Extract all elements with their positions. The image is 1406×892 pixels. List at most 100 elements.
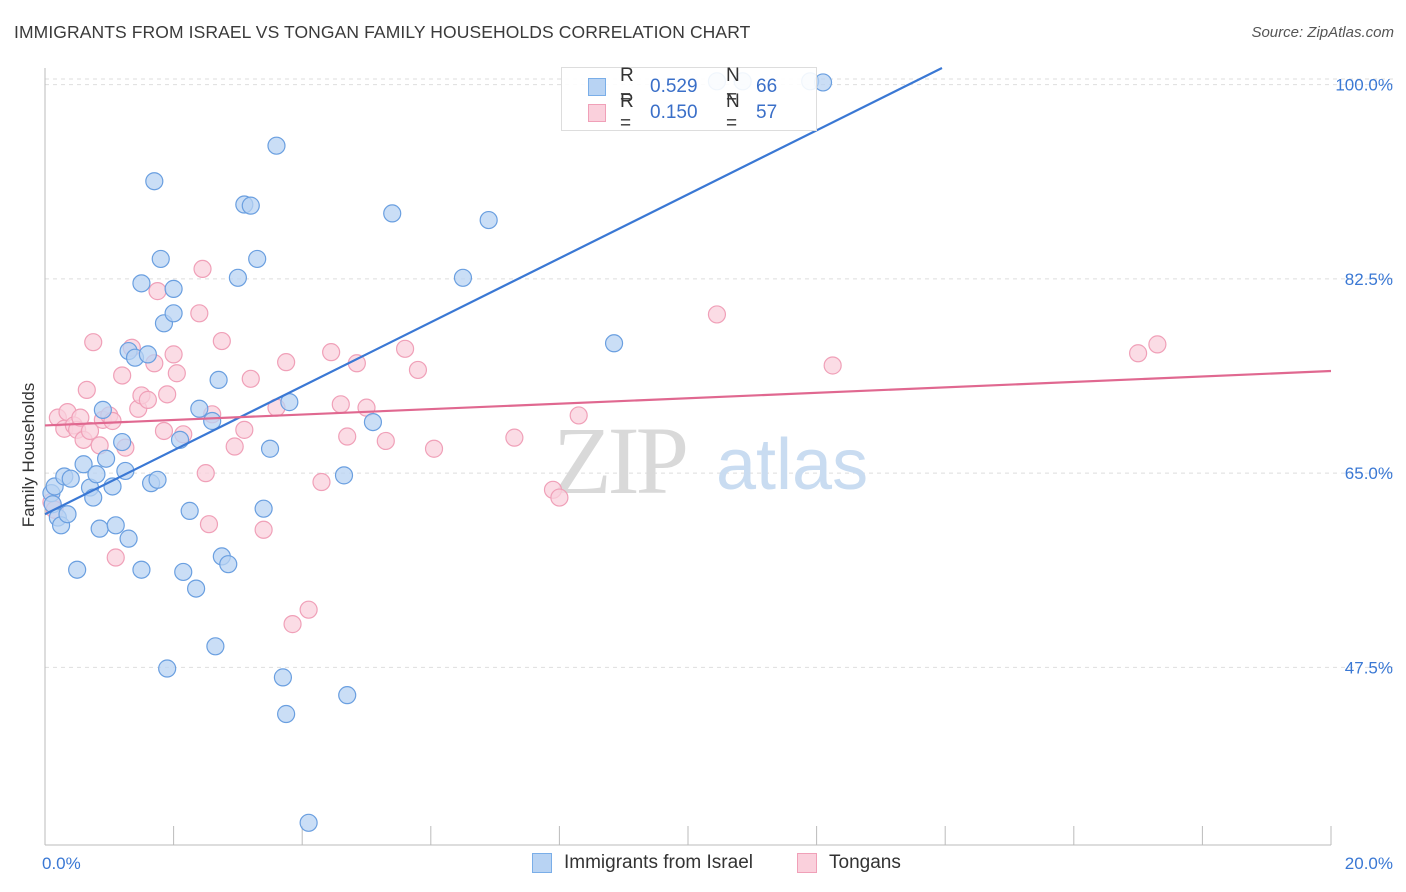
data-point <box>119 529 138 548</box>
data-point <box>479 210 498 230</box>
data-point <box>190 304 209 323</box>
data-point <box>505 428 524 447</box>
data-point <box>84 333 103 352</box>
data-point <box>170 430 190 449</box>
data-point <box>248 249 267 269</box>
data-point <box>707 305 727 324</box>
correlation-legend: R = 0.529 N = 66 R = 0.150 N = 57 <box>561 65 817 134</box>
data-point <box>106 516 125 535</box>
watermark-atlas: atlas <box>716 425 868 505</box>
data-point <box>209 370 228 390</box>
data-point <box>331 395 350 414</box>
data-point <box>93 400 112 419</box>
data-point <box>453 268 473 287</box>
data-point <box>260 439 280 458</box>
legend-swatch-tongans <box>588 104 606 122</box>
data-point <box>550 488 569 507</box>
axes <box>44 68 1332 846</box>
data-point <box>312 472 331 492</box>
data-point <box>206 637 225 656</box>
data-point <box>823 356 842 375</box>
data-point <box>299 600 318 619</box>
legend-label-israel: Immigrants from Israel <box>564 852 753 873</box>
data-point <box>267 136 286 155</box>
data-point <box>338 427 357 446</box>
data-point <box>203 411 222 431</box>
data-point <box>145 172 164 191</box>
data-point <box>138 345 157 364</box>
data-point <box>228 268 247 287</box>
data-point <box>164 304 183 323</box>
legend-n-label: N = <box>726 65 740 108</box>
y-tick-label: 47.5% <box>1345 658 1393 677</box>
tick-labels: 100.0% 82.5% 65.0% 47.5% 0.0% 20.0% <box>42 76 1393 873</box>
data-point <box>225 437 244 456</box>
data-point <box>132 560 151 579</box>
data-point <box>74 455 93 474</box>
data-point <box>68 560 87 579</box>
x-tick-label: 20.0% <box>1345 854 1393 873</box>
data-point <box>1128 344 1148 363</box>
data-point <box>132 274 151 293</box>
watermark: ZIP atlas <box>553 407 868 514</box>
data-point <box>106 548 125 567</box>
data-point <box>113 432 132 452</box>
trendlines <box>44 67 1332 516</box>
data-point <box>1148 335 1167 354</box>
series-israel-points <box>42 72 833 832</box>
data-point <box>151 249 170 269</box>
trendline-tongans <box>44 369 1332 427</box>
data-point <box>395 339 415 358</box>
data-point <box>77 380 96 399</box>
data-point <box>164 279 183 298</box>
data-point <box>338 686 357 705</box>
legend-item-tongans[interactable]: Tongans <box>797 852 901 874</box>
data-point <box>241 196 260 215</box>
legend-r-value: 0.150 <box>650 102 698 123</box>
data-point <box>113 366 132 385</box>
data-point <box>167 364 186 383</box>
data-point <box>58 505 77 524</box>
data-point <box>61 469 80 488</box>
legend-r-label: R = <box>620 65 634 108</box>
data-point <box>158 385 177 404</box>
data-point <box>235 420 254 439</box>
y-tick-label: 65.0% <box>1345 464 1393 483</box>
legend-row-tongans: R = 0.150 N = 57 <box>588 91 778 134</box>
data-point <box>219 555 238 574</box>
chart-title: IMMIGRANTS FROM ISRAEL VS TONGAN FAMILY … <box>14 22 751 42</box>
data-point <box>241 369 260 388</box>
data-point <box>187 579 206 598</box>
data-point <box>212 331 231 351</box>
data-point <box>273 668 293 687</box>
data-point <box>277 353 296 372</box>
data-point <box>87 465 106 484</box>
watermark-zip: ZIP <box>553 407 686 514</box>
data-point <box>96 449 116 468</box>
source-credit: Source: ZipAtlas.com <box>1251 24 1394 41</box>
legend-n-value: 57 <box>756 102 778 123</box>
data-point <box>408 360 428 380</box>
data-point <box>604 334 624 353</box>
data-point <box>174 562 193 582</box>
data-point <box>193 259 212 279</box>
data-point <box>138 390 157 409</box>
legend-r-value: 0.529 <box>650 76 698 97</box>
data-point <box>154 421 174 441</box>
data-point <box>148 282 167 301</box>
data-point <box>84 488 103 507</box>
series-legend: Immigrants from Israel Tongans <box>0 852 1406 878</box>
data-point <box>199 515 219 534</box>
legend-swatch-tongans <box>797 853 817 873</box>
legend-n-value: 66 <box>756 76 778 97</box>
data-point <box>71 408 90 427</box>
data-point <box>158 659 177 678</box>
data-point <box>299 813 318 832</box>
legend-r-label: R = <box>620 91 634 134</box>
legend-item-israel[interactable]: Immigrants from Israel <box>532 852 753 874</box>
legend-swatch-israel <box>588 78 606 96</box>
data-point <box>254 520 273 539</box>
data-point <box>569 406 588 425</box>
x-tick-label: 0.0% <box>42 854 81 873</box>
